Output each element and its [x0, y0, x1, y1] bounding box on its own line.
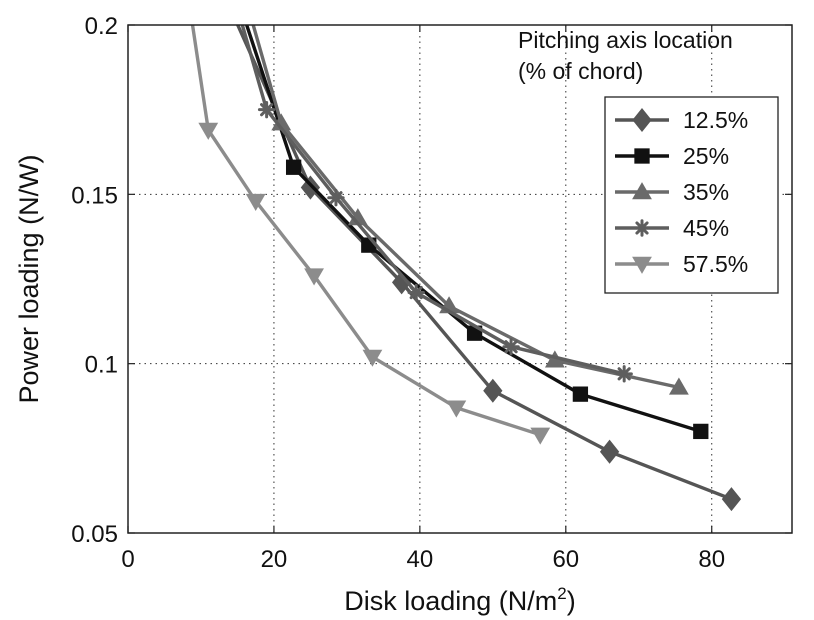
marker-triangle-down: [632, 256, 652, 274]
marker-asterisk: [407, 283, 425, 302]
marker-triangle-down: [198, 122, 219, 140]
y-tick-label: 0.2: [85, 13, 118, 40]
series-57-5-: [190, 25, 551, 445]
legend: 12.5% 25% 35% 45% 57.5%: [604, 96, 779, 294]
series-line: [251, 25, 680, 390]
marker-diamond: [483, 378, 503, 403]
marker-asterisk: [502, 338, 520, 356]
legend-box: [604, 96, 779, 294]
marker-square: [693, 423, 709, 440]
legend-label: 25%: [683, 143, 729, 169]
marker-triangle-up: [347, 208, 368, 226]
marker-asterisk: [633, 219, 651, 237]
y-tick-label: 0.1: [85, 352, 118, 379]
marker-triangle-down: [446, 400, 467, 418]
marker-asterisk: [257, 100, 276, 119]
marker-asterisk-stroke: [329, 191, 343, 205]
marker-diamond: [721, 487, 742, 512]
x-tick-label: 20: [261, 546, 288, 573]
marker-square: [285, 159, 302, 175]
marker-asterisk: [615, 365, 633, 383]
x-tick-label: 40: [407, 546, 434, 573]
series-12-5-: [235, 25, 742, 512]
x-tick-label: 0: [121, 546, 134, 573]
y-axis-label: Power loading (N/W): [14, 154, 44, 403]
marker-triangle-up: [632, 182, 652, 200]
marker-triangle-down: [362, 349, 383, 367]
marker-asterisk-stroke: [260, 103, 274, 117]
marker-asterisk-stroke: [617, 367, 631, 381]
marker-asterisk-stroke: [504, 340, 518, 354]
marker-triangle-down: [245, 193, 266, 212]
marker-square: [634, 148, 650, 164]
x-tick-label: 60: [552, 546, 579, 573]
series-layer: [190, 25, 742, 512]
marker-triangle-up: [271, 113, 292, 131]
x-tick-label: 80: [698, 546, 725, 573]
legend-label: 57.5%: [683, 251, 748, 277]
marker-triangle-up: [669, 377, 689, 395]
series-line: [235, 25, 733, 501]
series-45-: [240, 25, 633, 383]
marker-triangle-down: [530, 427, 551, 445]
marker-diamond: [632, 107, 652, 133]
y-tick-label: 0.05: [71, 521, 118, 548]
axis-ticks: 0 20 40 60 80 0.05 0.1 0.15 0.2: [71, 13, 792, 573]
plot-frame: [127, 24, 793, 534]
legend-label: 35%: [683, 179, 729, 205]
marker-diamond: [599, 439, 620, 464]
marker-asterisk-stroke: [409, 285, 423, 300]
legend-label: 12.5%: [683, 107, 748, 133]
marker-asterisk-stroke: [635, 221, 649, 235]
series-line: [240, 25, 625, 376]
legend-annotation-line-1: Pitching axis location: [518, 27, 733, 53]
legend-label: 45%: [683, 215, 729, 241]
marker-triangle-down: [304, 268, 324, 286]
marker-square: [572, 386, 589, 402]
y-tick-label: 0.15: [71, 182, 118, 209]
x-axis-label: Disk loading (N/m2): [344, 584, 576, 616]
legend-annotation-line-2: (% of chord): [518, 58, 643, 84]
marker-asterisk: [327, 189, 345, 207]
